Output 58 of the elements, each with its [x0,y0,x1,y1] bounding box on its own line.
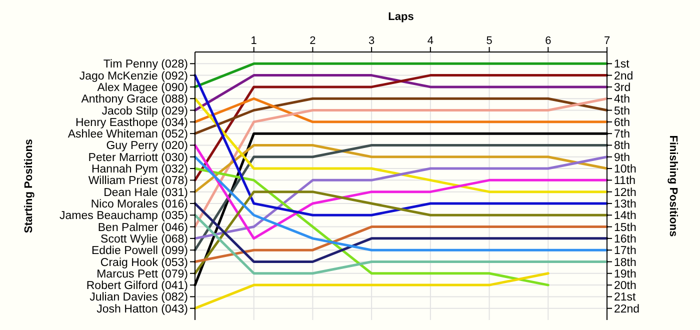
category-label: Hannah Pym (032) [91,164,188,176]
y2-tick-label: 17th [614,245,636,258]
y2-tick-label: 14th [614,210,636,222]
y2-tick-label: 11th [614,175,636,188]
category-label: Craig Hook (053) [100,256,188,269]
category-label: Marcus Pett (079) [96,268,188,280]
y2-axis-title: Finishing Positions [667,135,679,237]
category-label: Ashlee Whiteman (052) [68,128,188,141]
category-label: Josh Hatton (043) [96,303,188,316]
y2-tick-label: 21st [614,292,637,304]
category-label: Alex Magee (090) [97,82,188,94]
y2-tick-label: 3rd [614,82,631,94]
category-label: Eddie Powell (099) [91,245,188,258]
x-tick-label: 7 [604,35,610,47]
x-tick-label: 4 [427,35,434,47]
x-tick-label: 3 [368,35,375,47]
y2-tick-label: 19th [614,268,636,280]
x-tick-label: 6 [545,35,552,47]
category-label: Ben Palmer (046) [98,222,188,234]
line-series [194,144,608,194]
y2-tick-label: 12th [614,186,636,199]
category-label: Julian Davies (082) [90,292,188,304]
y2-tick-label: 22nd [614,303,640,316]
y2-tick-label: 4th [614,94,630,106]
y2-tick-label: 7th [614,128,630,141]
y2-tick-label: 6th [614,116,630,129]
y2-tick-label: 15th [614,222,636,234]
y2-tick-label: 18th [614,256,636,269]
x-axis-title: Laps [388,11,414,23]
category-label: William Priest (078) [88,175,188,188]
line-series [194,97,608,194]
y2-tick-label: 9th [614,152,630,164]
category-label: Guy Perry (020) [106,140,188,152]
category-label: Henry Easthope (034) [75,116,188,129]
y2-tick-label: 5th [614,105,630,118]
line-series [194,190,608,275]
y2-tick-label: 16th [614,233,636,246]
line-series [194,97,608,228]
category-label: Jacob Stilp (029) [102,105,188,118]
y2-tick-label: 2nd [614,70,634,82]
x-tick-label: 5 [486,35,492,47]
category-label: James Beauchamp (035) [60,210,188,222]
category-label: Tim Penny (028) [103,58,188,71]
x-tick-label: 1 [250,35,257,47]
text: Starting Positions [23,138,35,234]
category-label: Jago McKenzie (092) [79,70,188,82]
y2-tick-label: 1st [614,58,630,71]
x-tick-label: 2 [310,35,316,47]
category-label: Scott Wylie (068) [100,233,188,246]
y2-tick-label: 8th [614,140,630,152]
category-label: Anthony Grace (088) [81,94,188,106]
category-label: Dean Hale (031) [104,186,188,199]
y2-tick-label: 10th [614,164,636,176]
category-label: Nico Morales (016) [90,198,188,211]
y2-tick-label: 20th [614,280,636,292]
category-label: Peter Marriott (030) [88,152,188,164]
category-label: Robert Gilford (041) [86,280,188,292]
y2-tick-label: 13th [614,198,636,211]
